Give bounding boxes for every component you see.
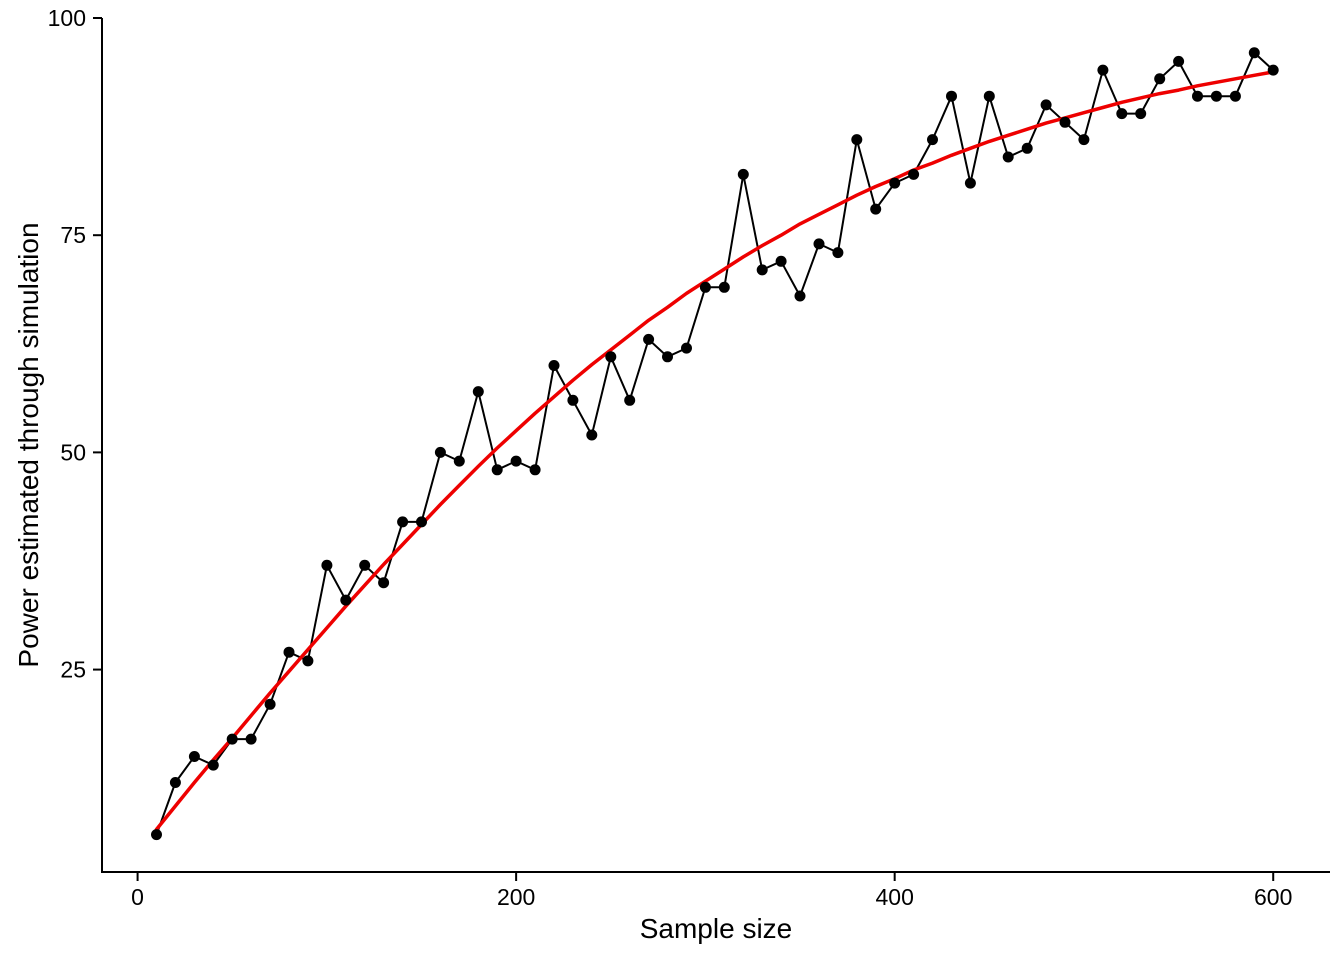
simulated-point bbox=[302, 655, 314, 667]
simulated-point bbox=[529, 464, 541, 476]
simulated-point bbox=[340, 594, 352, 606]
simulated-point bbox=[1116, 108, 1128, 120]
simulated-point bbox=[1097, 64, 1109, 76]
fitted-power-curve-line bbox=[154, 70, 1275, 832]
simulated-point bbox=[283, 646, 295, 658]
simulated-point bbox=[548, 360, 560, 371]
simulated-point bbox=[1173, 55, 1185, 67]
simulated-point bbox=[1154, 73, 1166, 85]
simulated-point bbox=[605, 351, 617, 363]
simulated-point bbox=[681, 342, 692, 354]
simulated-point bbox=[1248, 47, 1260, 59]
simulated-point bbox=[813, 238, 825, 250]
simulated-point bbox=[718, 281, 730, 293]
simulated-point bbox=[643, 333, 655, 345]
simulated-point bbox=[964, 177, 976, 189]
simulated-point bbox=[832, 247, 844, 259]
simulated-point bbox=[264, 698, 276, 710]
simulated-point bbox=[624, 394, 636, 406]
simulated-point bbox=[1210, 90, 1222, 102]
x-tick-label: 400 bbox=[875, 884, 913, 910]
simulated-point bbox=[416, 516, 427, 528]
simulated-point bbox=[510, 455, 522, 467]
simulated-point bbox=[245, 733, 257, 745]
simulated-point bbox=[397, 516, 409, 528]
simulated-point bbox=[151, 829, 162, 841]
simulated-point bbox=[775, 255, 787, 267]
simulated-point bbox=[453, 455, 465, 467]
simulated-point bbox=[1059, 116, 1071, 128]
simulated-point bbox=[491, 464, 503, 476]
x-tick-label: 0 bbox=[131, 884, 144, 910]
simulated-point bbox=[226, 733, 238, 745]
simulated-point bbox=[359, 559, 371, 571]
simulated-point bbox=[908, 168, 920, 180]
simulated-point bbox=[1078, 134, 1090, 146]
y-tick-label: 25 bbox=[60, 657, 86, 683]
simulated-point bbox=[586, 429, 598, 441]
x-tick-label: 200 bbox=[497, 884, 535, 910]
simulated-point bbox=[321, 559, 333, 571]
simulated-point bbox=[756, 264, 768, 276]
plot-layer: 0 200 400 600 25 50 75 100 bbox=[48, 5, 1330, 910]
simulated-point bbox=[378, 577, 390, 589]
simulated-point bbox=[1040, 99, 1052, 111]
simulated-point bbox=[169, 777, 181, 788]
simulated-point bbox=[1229, 90, 1241, 102]
simulated-point bbox=[472, 386, 484, 398]
simulated-point bbox=[207, 759, 219, 771]
simulated-point bbox=[434, 446, 446, 458]
simulated-point bbox=[662, 351, 673, 363]
x-axis-title: Sample size bbox=[640, 913, 793, 944]
simulated-point bbox=[1267, 64, 1279, 76]
simulated-point bbox=[1021, 142, 1033, 154]
simulated-point bbox=[1135, 108, 1147, 120]
simulated-power-line bbox=[155, 51, 1275, 836]
simulated-point bbox=[889, 177, 901, 189]
simulated-point bbox=[870, 203, 882, 215]
y-tick-label: 100 bbox=[48, 5, 86, 31]
simulated-point bbox=[737, 168, 749, 180]
simulated-point bbox=[1192, 90, 1203, 102]
simulated-point bbox=[794, 290, 806, 302]
simulated-point bbox=[946, 90, 957, 102]
simulated-point bbox=[983, 90, 995, 102]
y-axis-title: Power estimated through simulation bbox=[13, 222, 44, 667]
simulated-point bbox=[1002, 151, 1014, 163]
y-tick-label: 75 bbox=[60, 222, 86, 248]
simulated-point bbox=[851, 134, 863, 146]
simulated-point bbox=[188, 751, 200, 762]
y-tick-label: 50 bbox=[60, 439, 86, 465]
simulated-point bbox=[927, 134, 938, 146]
simulated-point bbox=[699, 281, 711, 293]
simulated-point bbox=[567, 394, 579, 406]
x-tick-label: 600 bbox=[1254, 884, 1292, 910]
